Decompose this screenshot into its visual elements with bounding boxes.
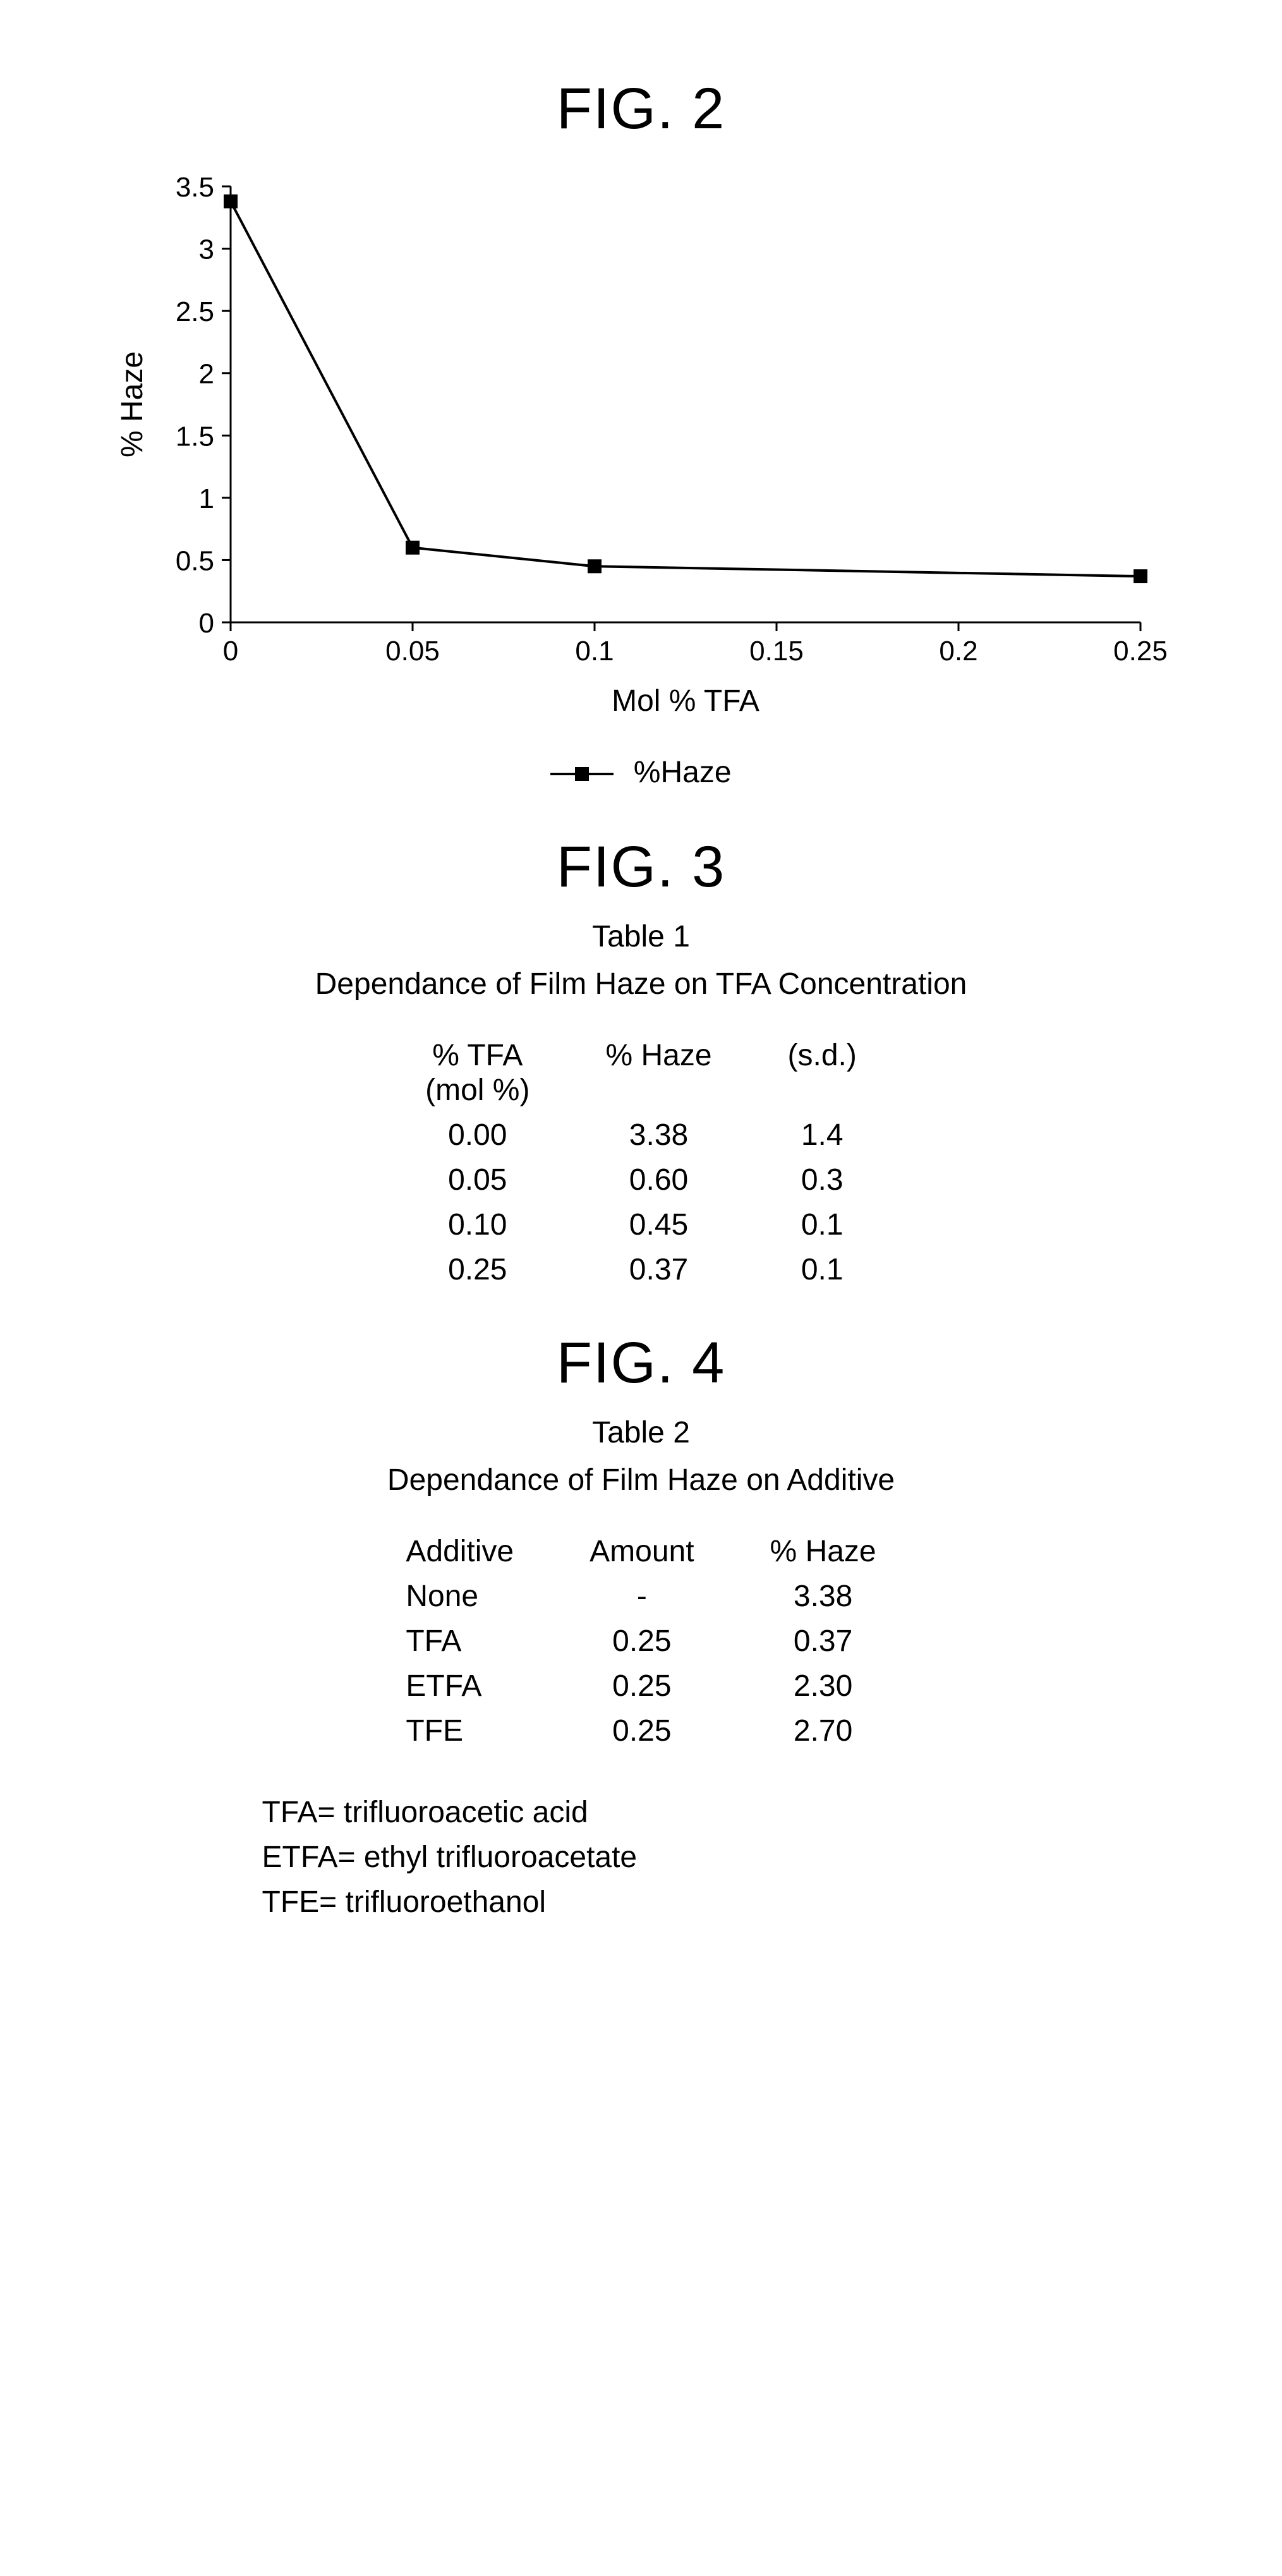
table-cell: 2.70	[732, 1708, 914, 1753]
table-header: (s.d.)	[750, 1033, 895, 1113]
svg-text:0.05: 0.05	[385, 636, 440, 667]
table-cell: TFE	[368, 1708, 552, 1753]
fig3-table: % TFA(mol %)% Haze(s.d.)0.003.381.40.050…	[387, 1033, 895, 1292]
table-header: Additive	[368, 1529, 552, 1574]
table-cell: 0.1	[750, 1202, 895, 1247]
table-cell: 3.38	[732, 1574, 914, 1619]
svg-text:0.1: 0.1	[575, 636, 614, 667]
table-cell: None	[368, 1574, 552, 1619]
legend-label: %Haze	[634, 756, 732, 789]
fig2-title: FIG. 2	[76, 76, 1206, 142]
table-row: TFE0.252.70	[368, 1708, 914, 1753]
table-cell: 2.30	[732, 1664, 914, 1708]
svg-text:1: 1	[198, 483, 214, 514]
table-cell: 0.45	[567, 1202, 749, 1247]
legend-marker-icon	[550, 765, 614, 783]
table-cell: -	[552, 1574, 732, 1619]
svg-text:0.2: 0.2	[939, 636, 977, 667]
table-cell: 0.05	[387, 1158, 567, 1202]
svg-text:2.5: 2.5	[175, 296, 214, 327]
fig2-legend: %Haze	[76, 755, 1206, 790]
line-chart-svg: 0 0.5 1 1.5 2 2.5 3 3.5 0 0.05 0.1 0.15 0.2 0.25 Mol %…	[104, 161, 1178, 730]
fig4-definitions: TFA= trifluoroacetic acidETFA= ethyl tri…	[262, 1791, 1020, 1924]
table-cell: 3.38	[567, 1113, 749, 1158]
fig4-caption: Dependance of Film Haze on Additive	[76, 1463, 1206, 1497]
fig4-title: FIG. 4	[76, 1330, 1206, 1396]
svg-text:% Haze: % Haze	[116, 351, 149, 457]
table-row: 0.003.381.4	[387, 1113, 895, 1158]
table-cell: TFA	[368, 1619, 552, 1664]
definition-line: TFE= trifluoroethanol	[262, 1881, 1020, 1923]
definition-line: ETFA= ethyl trifluoroacetate	[262, 1836, 1020, 1878]
table-row: TFA0.250.37	[368, 1619, 914, 1664]
svg-text:0.15: 0.15	[749, 636, 804, 667]
svg-text:1.5: 1.5	[175, 421, 214, 452]
table-cell: 0.3	[750, 1158, 895, 1202]
fig4-table-title: Table 2	[76, 1415, 1206, 1450]
table-row: None-3.38	[368, 1574, 914, 1619]
table-cell: 0.1	[750, 1247, 895, 1292]
svg-text:0.25: 0.25	[1113, 636, 1168, 667]
fig3-title: FIG. 3	[76, 834, 1206, 900]
svg-text:Mol % TFA: Mol % TFA	[612, 684, 759, 718]
fig3-table-title: Table 1	[76, 919, 1206, 954]
fig2-chart: 0 0.5 1 1.5 2 2.5 3 3.5 0 0.05 0.1 0.15 0.2 0.25 Mol %…	[104, 161, 1178, 730]
table-header: Amount	[552, 1529, 732, 1574]
table-cell: ETFA	[368, 1664, 552, 1708]
table-row: 0.250.370.1	[387, 1247, 895, 1292]
table-cell: 0.00	[387, 1113, 567, 1158]
table-cell: 0.25	[552, 1664, 732, 1708]
svg-text:3.5: 3.5	[175, 172, 214, 203]
fig4-table: AdditiveAmount% HazeNone-3.38TFA0.250.37…	[368, 1529, 914, 1753]
svg-text:0: 0	[198, 608, 214, 639]
table-header: % TFA(mol %)	[387, 1033, 567, 1113]
table-cell: 0.25	[552, 1619, 732, 1664]
table-row: ETFA0.252.30	[368, 1664, 914, 1708]
definition-line: TFA= trifluoroacetic acid	[262, 1791, 1020, 1834]
table-cell: 0.37	[567, 1247, 749, 1292]
svg-text:3: 3	[198, 234, 214, 265]
table-cell: 0.10	[387, 1202, 567, 1247]
table-header: % Haze	[732, 1529, 914, 1574]
svg-text:0: 0	[222, 636, 238, 667]
table-cell: 1.4	[750, 1113, 895, 1158]
table-cell: 0.60	[567, 1158, 749, 1202]
svg-text:2: 2	[198, 359, 214, 390]
table-cell: 0.25	[387, 1247, 567, 1292]
table-cell: 0.37	[732, 1619, 914, 1664]
table-row: 0.100.450.1	[387, 1202, 895, 1247]
table-cell: 0.25	[552, 1708, 732, 1753]
table-row: 0.050.600.3	[387, 1158, 895, 1202]
svg-text:0.5: 0.5	[175, 545, 214, 576]
table-header: % Haze	[567, 1033, 749, 1113]
fig3-caption: Dependance of Film Haze on TFA Concentra…	[76, 967, 1206, 1001]
